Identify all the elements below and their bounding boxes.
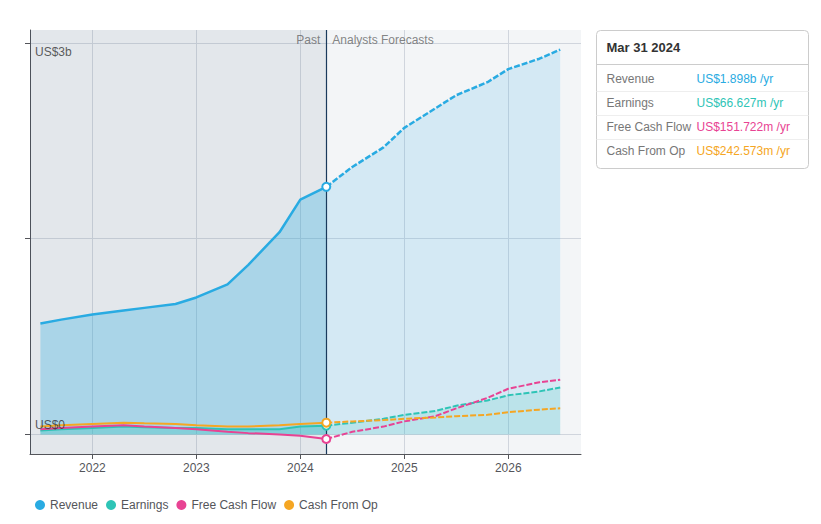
- svg-text:Past: Past: [296, 33, 321, 47]
- svg-text:Analysts Forecasts: Analysts Forecasts: [332, 33, 433, 47]
- svg-text:US$0: US$0: [35, 418, 65, 432]
- svg-text:Revenue: Revenue: [607, 72, 655, 86]
- svg-text:US$1.898b /yr: US$1.898b /yr: [697, 72, 774, 86]
- svg-text:US$3b: US$3b: [35, 45, 72, 59]
- svg-text:2022: 2022: [79, 461, 106, 475]
- svg-text:Mar 31 2024: Mar 31 2024: [607, 40, 681, 55]
- svg-text:Revenue: Revenue: [50, 498, 98, 512]
- svg-text:Cash From Op: Cash From Op: [299, 498, 378, 512]
- svg-text:2024: 2024: [287, 461, 314, 475]
- svg-text:US$66.627m /yr: US$66.627m /yr: [697, 96, 784, 110]
- svg-text:2025: 2025: [391, 461, 418, 475]
- svg-text:Earnings: Earnings: [121, 498, 168, 512]
- svg-text:Free Cash Flow: Free Cash Flow: [191, 498, 276, 512]
- svg-text:2026: 2026: [495, 461, 522, 475]
- svg-text:Earnings: Earnings: [607, 96, 654, 110]
- svg-text:Free Cash Flow: Free Cash Flow: [607, 120, 692, 134]
- svg-text:US$151.722m /yr: US$151.722m /yr: [697, 120, 790, 134]
- svg-text:US$242.573m /yr: US$242.573m /yr: [697, 144, 790, 158]
- svg-text:2023: 2023: [183, 461, 210, 475]
- svg-text:Cash From Op: Cash From Op: [607, 144, 686, 158]
